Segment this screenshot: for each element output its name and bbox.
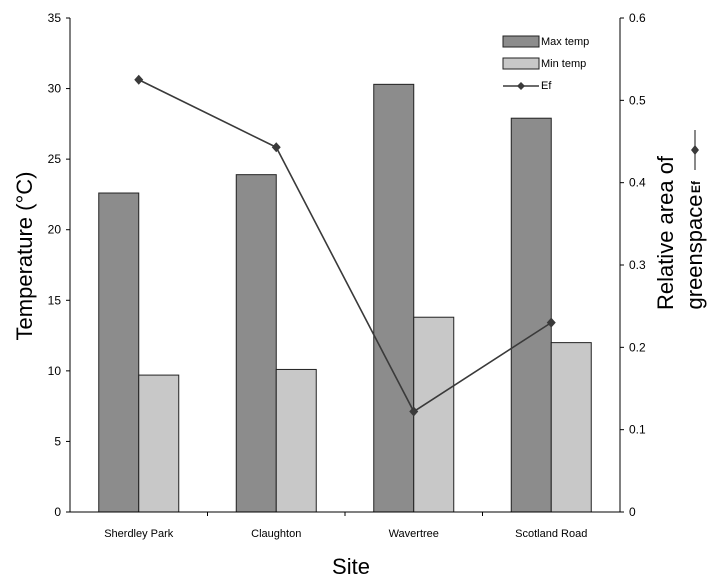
x-category-label-3: Scotland Road (515, 528, 587, 540)
y-tick-label-5: 25 (48, 152, 62, 166)
ef-line-layer (134, 74, 556, 417)
y-tick-label-4: 20 (48, 223, 62, 237)
y-tick-label-0: 0 (54, 505, 61, 519)
bar-min-temp-3 (550, 342, 592, 513)
legend-swatch-min-temp (502, 57, 540, 70)
bar-max-temp-1 (235, 174, 277, 513)
legend: Max temp Min temp Ef (502, 35, 589, 92)
bar-max-temp-3 (510, 117, 552, 513)
x-category-label-2: Wavertree (389, 528, 439, 540)
y-axis-title: Temperature (°C) (12, 172, 37, 341)
bars-layer (98, 83, 592, 513)
y-tick-label-6: 30 (48, 82, 62, 96)
x-category-label-0: Sherdley Park (104, 528, 174, 540)
legend-label-min-temp: Min temp (541, 58, 586, 70)
y2-tick-label-6: 0.6 (629, 11, 646, 25)
legend-swatch-max-temp (502, 35, 540, 48)
y-tick-label-1: 5 (54, 434, 61, 448)
ef-point-3 (546, 317, 556, 328)
legend-label-ef: Ef (541, 80, 552, 92)
x-category-label-1: Claughton (251, 528, 301, 540)
ticks-layer: Sherdley Park Claughton Wavertree Scotland … (48, 11, 646, 540)
x-axis-title: Site (332, 554, 370, 575)
ef-point-0 (134, 74, 144, 85)
ef-point-1 (271, 142, 281, 153)
y2-axis-ef-marker-icon (691, 130, 699, 170)
y2-tick-label-4: 0.4 (629, 176, 646, 190)
y-tick-label-7: 35 (48, 11, 62, 25)
ef-point-2 (409, 406, 419, 417)
y2-axis-title-line1: Relative area of (653, 155, 678, 310)
bar-min-temp-1 (275, 368, 317, 513)
y2-tick-label-3: 0.3 (629, 258, 646, 272)
ef-line (138, 79, 552, 413)
y2-tick-label-5: 0.5 (629, 93, 646, 107)
y2-tick-label-2: 0.2 (629, 340, 646, 354)
y2-axis-title-line2: greenspace (682, 195, 707, 310)
bar-min-temp-2 (413, 316, 455, 513)
y2-tick-label-0: 0 (629, 505, 636, 519)
bar-max-temp-2 (373, 83, 415, 513)
y2-tick-label-1: 0.1 (629, 423, 646, 437)
y-tick-label-3: 15 (48, 293, 62, 307)
y-tick-label-2: 10 (48, 364, 62, 378)
y2-axis-ef-tag: Ef (689, 180, 703, 193)
bar-max-temp-0 (98, 192, 140, 513)
bar-min-temp-0 (138, 374, 180, 513)
legend-marker-ef (517, 82, 525, 90)
legend-label-max-temp: Max temp (541, 36, 589, 48)
